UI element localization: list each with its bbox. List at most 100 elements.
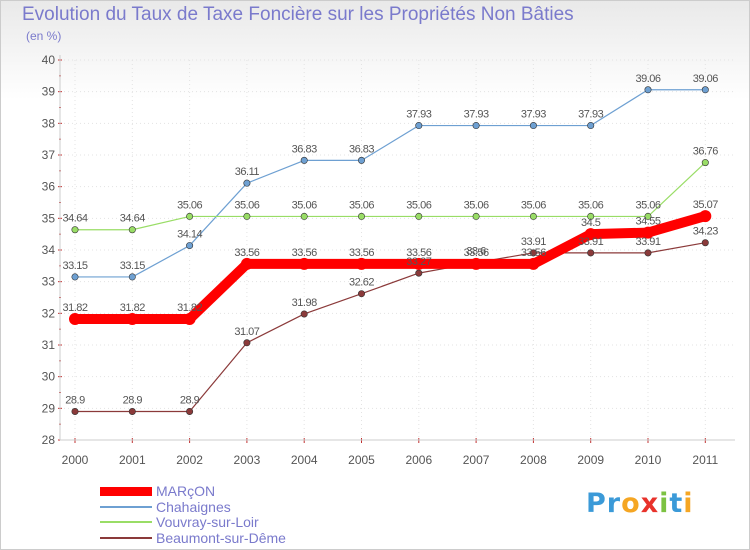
data-label: 35.06 [234, 199, 259, 211]
data-point [243, 179, 251, 187]
data-label: 31.82 [120, 302, 145, 314]
data-label: 28.9 [180, 395, 200, 407]
data-point [69, 313, 81, 326]
data-label: 39.06 [635, 73, 660, 85]
data-point [71, 407, 79, 415]
data-point [587, 122, 595, 130]
x-tick-label: 2004 [291, 453, 318, 467]
legend-label: Beaumont-sur-Dême [156, 530, 286, 546]
legend-label: Chahaignes [156, 499, 231, 515]
legend-swatch [100, 486, 152, 496]
legend-item-beaumont: Beaumont-sur-Dême [100, 530, 286, 546]
data-label: 36.83 [292, 143, 317, 155]
legend-swatch [100, 521, 152, 523]
y-tick-label: 30 [42, 370, 56, 384]
data-point [128, 407, 136, 415]
data-label: 32.62 [349, 277, 374, 289]
data-label: 35.06 [292, 199, 317, 211]
legend-label: Vouvray-sur-Loir [156, 514, 259, 530]
data-point [128, 226, 136, 234]
data-point [415, 212, 423, 220]
data-label: 35.06 [406, 199, 431, 211]
data-label: 34.5 [581, 217, 601, 229]
data-label: 33.56 [292, 247, 317, 259]
y-tick-label: 36 [42, 180, 56, 194]
proxiti-logo: Proxiti [586, 488, 694, 519]
data-point [701, 159, 709, 167]
legend-swatch [100, 537, 152, 539]
logo-letter: i [659, 488, 670, 519]
data-point [415, 122, 423, 130]
data-point [529, 249, 537, 257]
data-point [183, 313, 196, 326]
data-label: 33.56 [234, 247, 259, 259]
data-label: 37.93 [521, 109, 546, 121]
x-tick-label: 2006 [405, 453, 432, 467]
data-point [71, 226, 79, 234]
data-label: 33.15 [120, 260, 145, 272]
axes: 28 29 30 31 32 33 34 35 36 37 38 39 40 2000 2001 2002 20… [42, 53, 735, 467]
data-point [529, 122, 537, 130]
data-label: 35.06 [349, 199, 374, 211]
data-point [128, 273, 136, 281]
data-point [355, 257, 368, 270]
legend-item-marcon: MARçON [100, 483, 215, 499]
data-label: 33.56 [521, 247, 546, 259]
y-tick-label: 32 [42, 306, 56, 320]
legend-label: MARçON [156, 483, 216, 499]
data-point [527, 257, 540, 270]
data-label: 39.06 [693, 73, 718, 85]
legend-item-vouvray: Vouvray-sur-Loir [100, 514, 259, 530]
data-point [470, 257, 483, 270]
data-point [357, 156, 365, 164]
x-tick-label: 2005 [348, 453, 375, 467]
data-point [243, 212, 251, 220]
logo-letter: x [640, 488, 660, 519]
data-point [300, 156, 308, 164]
y-tick-label: 40 [42, 53, 56, 67]
data-point [71, 273, 79, 281]
data-label: 33.6 [466, 246, 486, 258]
y-tick-label: 34 [42, 243, 56, 257]
data-point [472, 212, 480, 220]
data-label: 33.56 [406, 247, 431, 259]
data-point [300, 310, 308, 318]
data-point [357, 212, 365, 220]
series-line [74, 162, 706, 231]
x-tick-label: 2002 [176, 453, 203, 467]
x-tick-label: 2008 [520, 453, 547, 467]
data-label: 35.06 [578, 199, 603, 211]
data-label: 31.07 [234, 326, 259, 338]
x-tick-label: 2009 [577, 453, 604, 467]
data-labels: 31.82 31.82 31.82 33.56 33.56 33.56 33.56 33.56… [62, 73, 718, 407]
data-point [186, 242, 194, 250]
data-label: 33.27 [406, 256, 431, 268]
data-label: 28.9 [123, 395, 143, 407]
x-tick-label: 2011 [692, 453, 718, 467]
y-tick-label: 35 [42, 211, 56, 225]
y-tick-label: 37 [42, 148, 56, 162]
data-label: 36.11 [235, 166, 260, 178]
data-label: 35.07 [693, 199, 718, 211]
data-label: 37.93 [464, 109, 489, 121]
data-point [415, 269, 423, 277]
logo-letter: t [669, 488, 684, 519]
y-tick-label: 33 [42, 275, 56, 289]
data-label: 37.93 [406, 109, 431, 121]
legend-swatch [100, 506, 152, 508]
legend-item-chahaignes: Chahaignes [100, 499, 231, 515]
y-tick-label: 38 [42, 116, 56, 130]
data-point [701, 86, 709, 94]
data-label: 34.64 [62, 213, 87, 225]
data-label: 34.64 [120, 213, 145, 225]
data-point [472, 122, 480, 130]
data-point [357, 290, 365, 298]
data-point [298, 257, 311, 270]
logo-letter: P [586, 488, 607, 519]
x-tick-label: 2010 [635, 453, 662, 467]
data-label: 33.56 [464, 247, 489, 259]
gridlines [60, 59, 735, 441]
data-label: 34.23 [693, 226, 718, 238]
data-label: 33.91 [635, 236, 660, 248]
